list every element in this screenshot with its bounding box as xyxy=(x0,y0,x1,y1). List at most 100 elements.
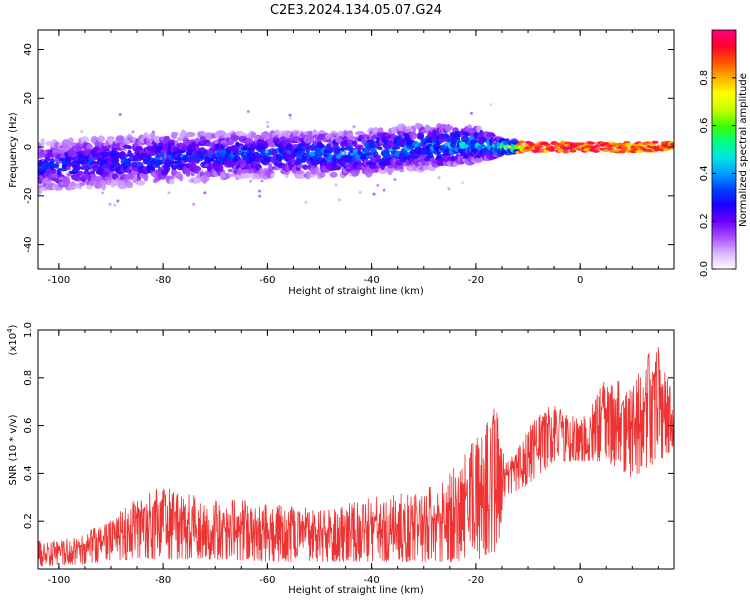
spectrogram-cell xyxy=(270,172,275,179)
spectrogram-cell xyxy=(391,129,398,133)
spectrogram-cell xyxy=(260,131,271,139)
snr-ytick-label: 0.4 xyxy=(23,465,34,481)
spectrogram-cell xyxy=(40,138,45,147)
spectrogram-cell xyxy=(131,130,135,134)
spectrogram-ylabel: Frequency (Hz) xyxy=(8,112,19,188)
spectrogram-cell xyxy=(288,113,292,117)
spectrogram-cell xyxy=(289,116,293,120)
spectrogram-cell xyxy=(399,169,405,173)
spectrogram-cell xyxy=(159,157,163,161)
spectrogram-cell xyxy=(178,173,184,182)
spectrogram-cell xyxy=(80,130,84,134)
spectrogram-cell xyxy=(330,137,334,141)
spectrogram-cell xyxy=(651,140,659,144)
spectrogram-cell xyxy=(52,168,57,175)
spectrogram-cell xyxy=(424,160,430,167)
snr-ytick-label: 0.8 xyxy=(23,370,34,386)
spectrogram-cell xyxy=(151,130,155,134)
spectrogram-cell xyxy=(302,164,309,170)
spectrogram-cell xyxy=(443,125,454,131)
spectrogram-cell xyxy=(318,171,326,178)
snr-panel: -100 -80 -60 -40 -20 0 0.2 0.4 0.6 0.8 1.0 Height … xyxy=(6,322,675,596)
spectrogram-cell xyxy=(202,175,208,184)
colorbar-tick-label: 0.8 xyxy=(699,70,710,86)
spectrogram-cell xyxy=(373,138,377,142)
spectrogram-cell xyxy=(292,130,296,134)
spectrogram-cell xyxy=(286,143,292,148)
spectrogram-cell xyxy=(274,129,280,137)
snr-ytick-label: 1.0 xyxy=(23,322,34,338)
spectrogram-cell xyxy=(192,202,196,206)
colorbar-ticks: 0.0 0.2 0.4 0.6 0.8 xyxy=(699,70,736,277)
spectrogram-cell xyxy=(118,113,122,116)
spectrogram-cell xyxy=(670,142,674,146)
spectrogram-cell xyxy=(329,171,338,178)
spectrogram-cell xyxy=(350,152,355,157)
spectrogram-cell xyxy=(101,191,105,195)
spectrogram-cell xyxy=(256,139,266,146)
spectrogram-ticks: -100 -80 -60 -40 -20 0 40 20 0 -20 -40 xyxy=(23,30,674,286)
spectrogram-cell xyxy=(111,156,120,165)
spectrogram-cell xyxy=(66,156,75,162)
colorbar-tick-label: 0.0 xyxy=(699,261,710,277)
spectrogram-cell xyxy=(260,179,264,183)
spectrogram-cell xyxy=(416,132,425,140)
spectrogram-cell xyxy=(393,178,397,181)
spectrogram-cell xyxy=(305,137,315,144)
spectrogram-cell xyxy=(265,150,269,154)
spectrogram-cell xyxy=(376,183,380,187)
spectrogram-cell xyxy=(244,139,254,144)
spectrogram-cell xyxy=(447,187,451,191)
spectrogram-cell xyxy=(442,161,446,165)
spectrogram-cell xyxy=(120,184,124,188)
spectrogram-ytick-label: 0 xyxy=(23,144,34,150)
spectrogram-cell xyxy=(107,137,115,144)
spectrogram-cell xyxy=(66,166,71,171)
spectrogram-cell xyxy=(251,132,257,138)
spectrogram-cell xyxy=(352,125,356,129)
spectrogram-cell xyxy=(351,140,358,147)
spectrogram-cell xyxy=(372,192,376,196)
spectrogram-cell xyxy=(143,135,147,139)
spectrogram-cell xyxy=(426,152,434,158)
snr-ytick-label: 0.2 xyxy=(23,513,34,529)
spectrogram-cell xyxy=(121,153,129,158)
spectrogram-cell xyxy=(97,135,106,143)
spectrogram-cell xyxy=(258,194,262,198)
spectrogram-cell xyxy=(193,176,202,184)
spectrogram-cell xyxy=(649,143,657,147)
snr-ylabel: SNR (10 * v/v) xyxy=(8,414,19,485)
spectrogram-cell xyxy=(258,189,262,193)
snr-xtick-label: -20 xyxy=(468,575,484,586)
spectrogram-cell xyxy=(150,132,156,140)
spectrogram-xtick-label: 0 xyxy=(577,275,583,286)
colorbar: 0.0 0.2 0.4 0.6 0.8 Normalized spectral ampl… xyxy=(699,29,749,277)
spectrogram-cell xyxy=(489,103,493,107)
spectrogram-ytick-label: -20 xyxy=(23,188,34,204)
colorbar-tick-label: 0.2 xyxy=(699,213,710,229)
spectrogram-cell xyxy=(235,130,245,137)
spectrogram-cells xyxy=(38,103,674,207)
spectrogram-cell xyxy=(562,150,570,154)
spectrogram-cell xyxy=(338,198,341,202)
spectrogram-cell xyxy=(644,141,652,145)
spectrogram-cell xyxy=(143,174,149,182)
spectrogram-cell xyxy=(113,203,117,207)
spectrogram-cell xyxy=(49,158,55,164)
spectrogram-cell xyxy=(79,182,86,186)
spectrogram-cell xyxy=(382,188,386,192)
spectrogram-cell xyxy=(174,132,179,136)
spectrogram-cell xyxy=(592,149,600,153)
spectrogram-cell xyxy=(73,176,83,182)
spectrogram-cell xyxy=(88,169,92,173)
spectrogram-cell xyxy=(266,120,269,124)
spectrogram-cell xyxy=(384,153,391,158)
spectrogram-cell xyxy=(275,153,284,162)
spectrogram-cell xyxy=(108,148,112,152)
spectrogram-cell xyxy=(334,183,338,187)
spectrogram-cell xyxy=(268,162,273,171)
spectrogram-cell xyxy=(204,164,208,168)
spectrogram-cell xyxy=(41,158,45,162)
spectrogram-cell xyxy=(548,148,556,152)
